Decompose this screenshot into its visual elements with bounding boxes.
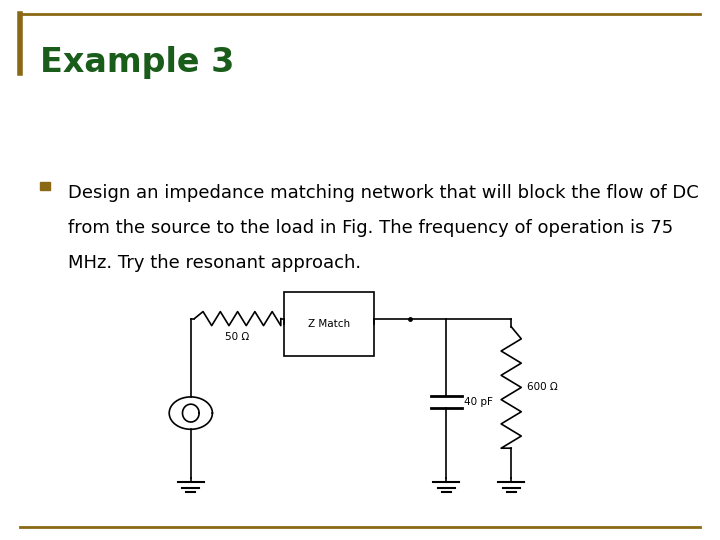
Text: 600 Ω: 600 Ω [527,382,558,393]
Text: 50 Ω: 50 Ω [225,332,250,342]
Text: 40 pF: 40 pF [464,397,493,407]
Text: MHz. Try the resonant approach.: MHz. Try the resonant approach. [68,254,361,272]
Text: Design an impedance matching network that will block the flow of DC: Design an impedance matching network tha… [68,184,699,201]
Bar [284,292,374,356]
Text: Z Match: Z Match [308,319,351,329]
Text: Example 3: Example 3 [40,46,234,79]
Bar [40,182,50,190]
Text: from the source to the load in Fig. The frequency of operation is 75: from the source to the load in Fig. The … [68,219,674,237]
